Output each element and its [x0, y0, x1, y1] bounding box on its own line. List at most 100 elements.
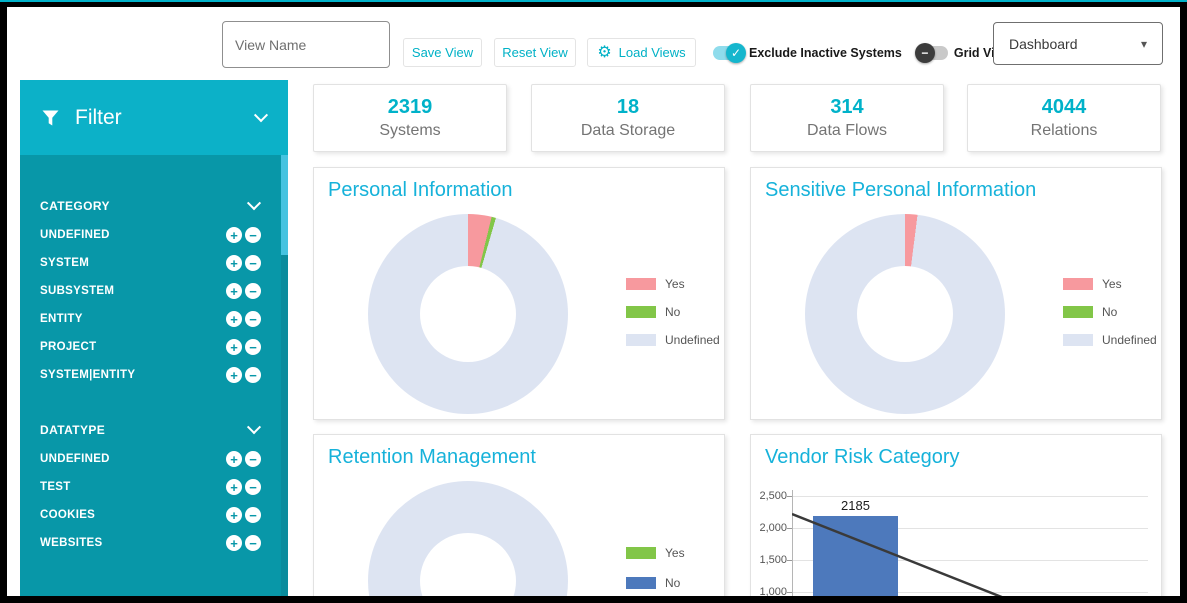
exclude-button[interactable]: − [245, 535, 261, 551]
filter-item-test: TEST + − [20, 473, 288, 501]
include-button[interactable]: + [226, 339, 242, 355]
chart-legend: Yes No [626, 546, 685, 590]
view-name-input[interactable] [222, 21, 390, 68]
filter-item-label: SYSTEM [40, 257, 90, 269]
include-button[interactable]: + [226, 507, 242, 523]
view-selector-value: Dashboard [1009, 35, 1078, 52]
filter-item-undefined-datatype: UNDEFINED + − [20, 445, 288, 473]
legend-label: Yes [1102, 277, 1122, 291]
chevron-down-icon: ▾ [1140, 36, 1147, 51]
exclude-button[interactable]: − [245, 507, 261, 523]
legend-item-undefined[interactable]: Undefined [626, 333, 720, 347]
load-views-label: Load Views [618, 45, 686, 60]
stat-value: 4044 [1041, 96, 1087, 118]
include-button[interactable]: + [226, 283, 242, 299]
chart-card-retention-management: Retention Management Yes No [313, 434, 725, 596]
legend-swatch [626, 306, 656, 318]
filter-item-subsystem: SUBSYSTEM + − [20, 277, 288, 305]
vendor-bar[interactable] [813, 516, 898, 596]
stat-card-relations: 4044 Relations [967, 84, 1161, 152]
legend-label: Yes [665, 277, 685, 291]
view-selector-dropdown[interactable]: Dashboard ▾ [993, 22, 1163, 65]
stat-card-systems: 2319 Systems [313, 84, 507, 152]
donut-chart[interactable] [368, 481, 568, 596]
legend-swatch [626, 577, 656, 589]
filter-scrollbar-thumb[interactable] [281, 155, 288, 255]
include-button[interactable]: + [226, 367, 242, 383]
exclude-button[interactable]: − [245, 339, 261, 355]
donut-chart[interactable] [805, 214, 1005, 414]
filter-item-entity: ENTITY + − [20, 305, 288, 333]
axis-tick-mark [787, 560, 792, 561]
legend-swatch [1063, 278, 1093, 290]
legend-item-undefined[interactable]: Undefined [1063, 333, 1157, 347]
dashboard-page: Save View Reset View ⚙ Load Views ✓ Excl… [7, 7, 1180, 596]
exclude-button[interactable]: − [245, 367, 261, 383]
exclude-button[interactable]: − [245, 255, 261, 271]
legend-label: Undefined [1102, 333, 1157, 347]
exclude-button[interactable]: − [245, 227, 261, 243]
donut-chart[interactable] [368, 214, 568, 414]
filter-item-project: PROJECT + − [20, 333, 288, 361]
exclude-inactive-toggle[interactable]: ✓ [713, 43, 746, 63]
y-axis-tick: 1,000 [759, 586, 787, 596]
filter-item-label: COOKIES [40, 509, 96, 521]
legend-item-yes[interactable]: Yes [626, 546, 685, 560]
filter-item-system: SYSTEM + − [20, 249, 288, 277]
include-button[interactable]: + [226, 311, 242, 327]
legend-swatch [626, 547, 656, 559]
exclude-button[interactable]: − [245, 451, 261, 467]
legend-item-yes[interactable]: Yes [1063, 277, 1157, 291]
chart-card-vendor-risk-category: Vendor Risk Category 2,500 2,000 1,500 1… [750, 434, 1162, 596]
axis-tick-mark [787, 592, 792, 593]
legend-item-no[interactable]: No [626, 576, 685, 590]
legend-label: No [665, 305, 681, 319]
filter-item-label: UNDEFINED [40, 453, 110, 465]
legend-swatch [626, 334, 656, 346]
load-views-button[interactable]: ⚙ Load Views [587, 38, 696, 67]
legend-item-yes[interactable]: Yes [626, 277, 720, 291]
filter-item-label: SUBSYSTEM [40, 285, 115, 297]
filter-header[interactable]: Filter [20, 80, 288, 155]
axis-tick-mark [787, 528, 792, 529]
filter-section-datatype[interactable]: DATATYPE [20, 415, 288, 445]
stat-label: Data Storage [580, 122, 676, 139]
gridline [792, 496, 1148, 497]
exclude-inactive-label: Exclude Inactive Systems [749, 46, 902, 60]
filter-scrollbar-track[interactable] [281, 155, 288, 596]
include-button[interactable]: + [226, 479, 242, 495]
filter-item-label: TEST [40, 481, 71, 493]
include-button[interactable]: + [226, 535, 242, 551]
include-button[interactable]: + [226, 227, 242, 243]
stat-value: 18 [616, 96, 640, 118]
y-axis-line [792, 490, 793, 596]
include-button[interactable]: + [226, 255, 242, 271]
chevron-down-icon [253, 107, 269, 122]
save-view-button[interactable]: Save View [403, 38, 482, 67]
chevron-down-icon [246, 196, 262, 211]
filter-body: CATEGORY UNDEFINED + − SYSTEM + − SUBSYSTE… [20, 155, 288, 596]
reset-view-button[interactable]: Reset View [494, 38, 576, 67]
stat-label: Systems [379, 122, 441, 139]
filter-item-label: PROJECT [40, 341, 97, 353]
y-axis-tick: 2,500 [759, 490, 787, 502]
chart-title: Retention Management [328, 446, 536, 468]
chart-card-personal-information: Personal Information Yes No Undefined [313, 167, 725, 420]
exclude-button[interactable]: − [245, 479, 261, 495]
exclude-button[interactable]: − [245, 311, 261, 327]
filter-item-cookies: COOKIES + − [20, 501, 288, 529]
filter-section-category[interactable]: CATEGORY [20, 191, 288, 221]
chart-legend: Yes No Undefined [1063, 277, 1157, 347]
filter-section-label: DATATYPE [40, 423, 106, 437]
bar-value-label: 2185 [841, 498, 870, 513]
gear-icon: ⚙ [597, 43, 612, 61]
minus-icon: − [914, 43, 935, 63]
window-top-accent-line [0, 0, 1187, 2]
include-button[interactable]: + [226, 451, 242, 467]
legend-swatch [1063, 306, 1093, 318]
legend-item-no[interactable]: No [1063, 305, 1157, 319]
legend-item-no[interactable]: No [626, 305, 720, 319]
filter-item-label: SYSTEM|ENTITY [40, 369, 136, 381]
exclude-button[interactable]: − [245, 283, 261, 299]
grid-view-toggle[interactable]: − [914, 43, 948, 63]
